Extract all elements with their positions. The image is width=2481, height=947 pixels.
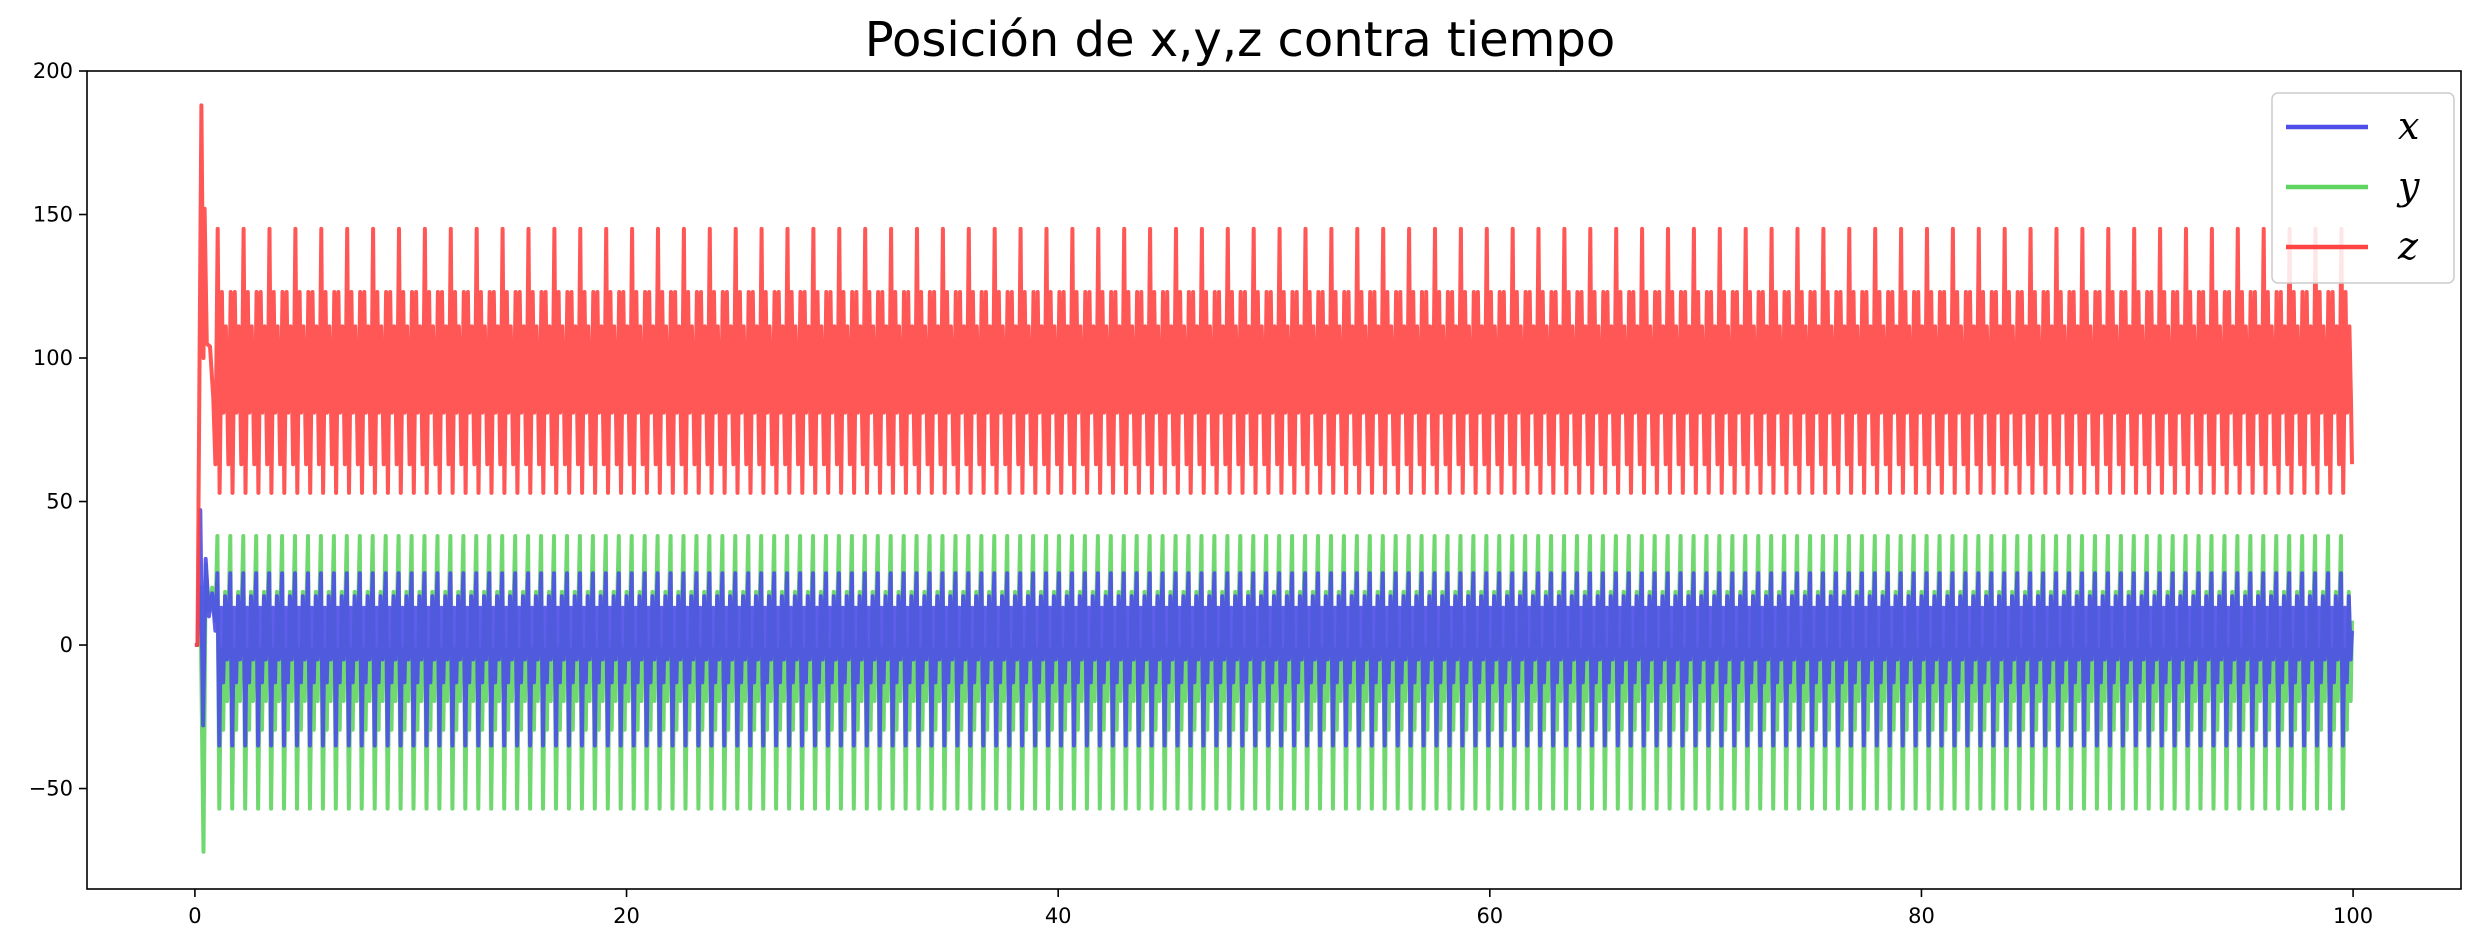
series-line-z	[194, 103, 2354, 647]
x-axis: 0 20 40 60 80 100	[188, 889, 2373, 928]
y-axis: −50 0 50 100 150 200	[29, 59, 87, 801]
legend: xyz	[2271, 92, 2455, 284]
y-tick-label: 50	[46, 490, 73, 514]
legend-label-y: y	[2396, 164, 2420, 208]
legend-label-z: z	[2397, 224, 2419, 268]
x-tick-label: 40	[1045, 904, 1072, 928]
plot-area-frame	[86, 70, 2462, 890]
y-tick-label: 100	[33, 346, 73, 370]
y-tick-label: −50	[29, 777, 73, 801]
legend-label-x: x	[2398, 104, 2419, 148]
y-tick-label: 150	[33, 203, 73, 227]
x-tick-label: 80	[1908, 904, 1935, 928]
x-tick-label: 0	[188, 904, 201, 928]
x-tick-label: 100	[2333, 904, 2373, 928]
x-tick-label: 60	[1476, 904, 1503, 928]
y-tick-label: 200	[33, 59, 73, 83]
chart-title: Posición de x,y,z contra tiempo	[865, 12, 1615, 68]
y-tick-label: 0	[60, 633, 73, 657]
series-line-x	[194, 508, 2354, 748]
x-tick-label: 20	[613, 904, 640, 928]
plot-lines	[194, 103, 2354, 854]
